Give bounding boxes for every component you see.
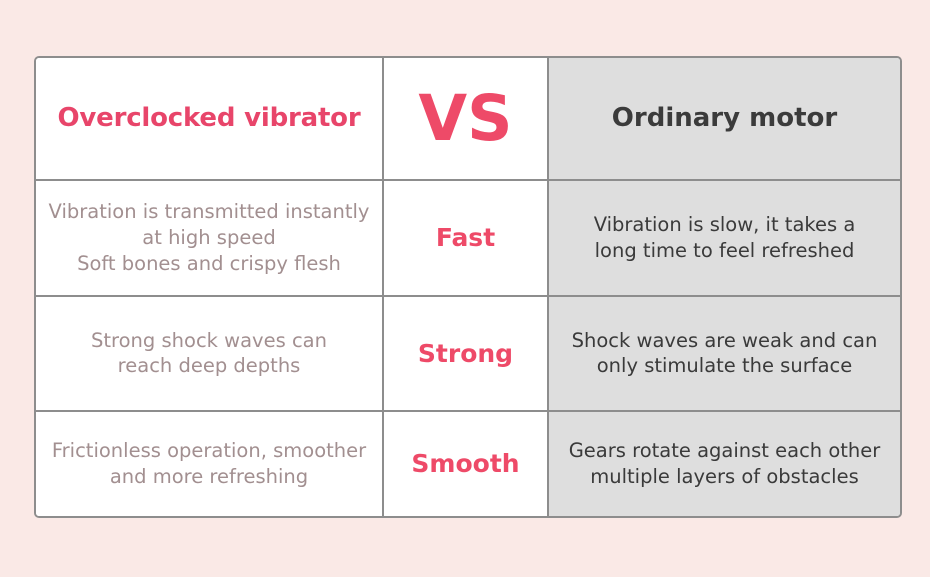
comparison-table: Overclocked vibrator VS Ordinary motor V… (34, 56, 902, 518)
table-row: Vibration is transmitted instantly at hi… (36, 180, 900, 297)
row-2-text-product-a: Strong shock waves can reach deep depths (91, 328, 327, 378)
row-3-text-product-b: Gears rotate against each other multiple… (568, 439, 881, 488)
row-2-cell-attribute: Strong (384, 296, 549, 410)
header-label-product-a: Overclocked vibrator (57, 103, 361, 134)
row-2-attribute-label: Strong (417, 338, 514, 368)
row-3-cell-product-b: Gears rotate against each other multiple… (549, 411, 900, 516)
row-2-text-product-b: Shock waves are weak and can only stimul… (571, 328, 878, 378)
row-1-text-product-b: Vibration is slow, it takes a long time … (593, 213, 856, 262)
row-1-attribute-label: Fast (435, 223, 496, 253)
row-3-cell-attribute: Smooth (384, 411, 549, 516)
table-row: Strong shock waves can reach deep depths… (36, 296, 900, 412)
table-row: Frictionless operation, smoother and mor… (36, 411, 900, 516)
table-header-row: Overclocked vibrator VS Ordinary motor (36, 58, 900, 181)
row-3-attribute-label: Smooth (411, 449, 520, 479)
header-cell-product-b: Ordinary motor (549, 58, 900, 179)
versus-label: VS (418, 81, 513, 155)
row-2-cell-product-a: Strong shock waves can reach deep depths (36, 296, 384, 410)
header-label-product-b: Ordinary motor (611, 103, 838, 134)
row-1-cell-product-a: Vibration is transmitted instantly at hi… (36, 180, 384, 295)
row-2-cell-product-b: Shock waves are weak and can only stimul… (549, 296, 900, 410)
row-1-cell-attribute: Fast (384, 180, 549, 295)
row-1-cell-product-b: Vibration is slow, it takes a long time … (549, 180, 900, 295)
row-1-text-product-a: Vibration is transmitted instantly at hi… (48, 200, 370, 275)
header-cell-versus: VS (384, 58, 549, 179)
row-3-cell-product-a: Frictionless operation, smoother and mor… (36, 411, 384, 516)
row-3-text-product-a: Frictionless operation, smoother and mor… (51, 439, 367, 488)
header-cell-product-a: Overclocked vibrator (36, 58, 384, 179)
